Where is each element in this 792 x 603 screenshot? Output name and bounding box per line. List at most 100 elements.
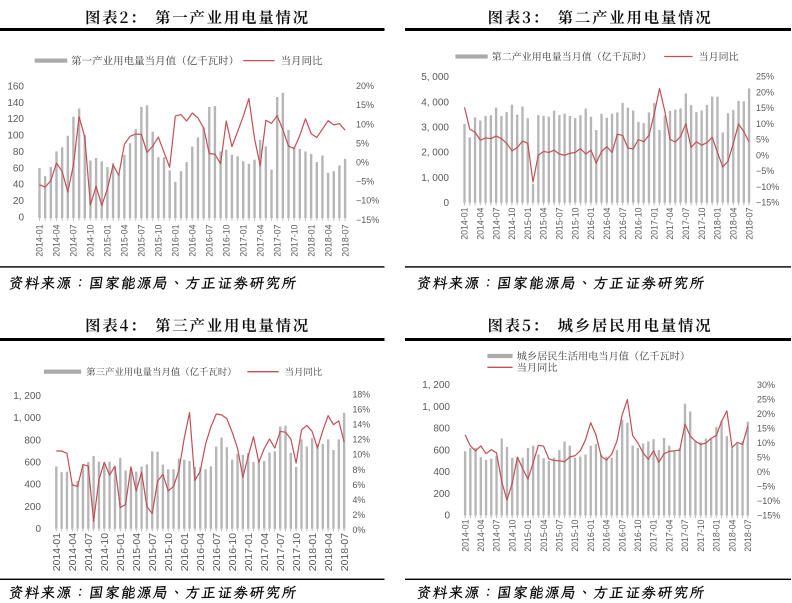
svg-text:2%: 2% (353, 510, 366, 520)
svg-text:2014-04: 2014-04 (475, 207, 485, 239)
svg-text:40: 40 (13, 180, 25, 191)
svg-text:2015-01: 2015-01 (523, 207, 533, 239)
svg-text:2017-01: 2017-01 (649, 207, 659, 239)
svg-text:−15%: −15% (756, 198, 779, 208)
svg-text:2014-10: 2014-10 (507, 519, 517, 551)
svg-text:15%: 15% (756, 103, 774, 113)
svg-text:2017-01: 2017-01 (244, 533, 255, 571)
svg-text:2015-04: 2015-04 (132, 533, 143, 571)
svg-text:1, 000: 1, 000 (13, 413, 41, 424)
svg-text:200: 200 (24, 502, 41, 513)
svg-text:16%: 16% (353, 405, 371, 415)
svg-text:3, 000: 3, 000 (421, 123, 449, 134)
svg-text:−5%: −5% (757, 481, 775, 491)
svg-text:2015-04: 2015-04 (539, 519, 549, 551)
svg-text:600: 600 (433, 445, 450, 456)
svg-text:2017-10: 2017-10 (289, 224, 299, 256)
svg-text:0%: 0% (757, 467, 770, 477)
svg-text:20%: 20% (756, 88, 774, 98)
svg-text:2017-10: 2017-10 (292, 533, 303, 571)
svg-text:−5%: −5% (356, 177, 374, 187)
svg-text:2014-04: 2014-04 (476, 519, 486, 551)
svg-text:2016-07: 2016-07 (617, 519, 627, 551)
svg-text:1, 200: 1, 200 (13, 391, 41, 402)
svg-text:2016-04: 2016-04 (187, 224, 197, 256)
svg-text:2016-10: 2016-10 (633, 519, 643, 551)
svg-text:10%: 10% (756, 119, 774, 129)
svg-text:15%: 15% (356, 100, 374, 110)
svg-text:2014-10: 2014-10 (100, 533, 111, 571)
svg-text:2, 000: 2, 000 (421, 148, 449, 159)
svg-text:200: 200 (433, 489, 450, 500)
svg-text:2018-04: 2018-04 (323, 224, 333, 256)
svg-text:20%: 20% (356, 81, 374, 91)
svg-text:2018-07: 2018-07 (340, 533, 351, 571)
svg-text:20: 20 (13, 196, 25, 207)
svg-text:2016-07: 2016-07 (204, 224, 214, 256)
svg-text:4%: 4% (353, 495, 366, 505)
svg-text:2017-10: 2017-10 (697, 207, 707, 239)
svg-text:2016-01: 2016-01 (180, 533, 191, 571)
svg-text:2017-01: 2017-01 (238, 224, 248, 256)
svg-text:2017-04: 2017-04 (664, 519, 674, 551)
svg-text:2016-01: 2016-01 (170, 224, 180, 256)
svg-text:2018-04: 2018-04 (324, 533, 335, 571)
svg-text:2014-10: 2014-10 (86, 224, 96, 256)
svg-text:25%: 25% (757, 395, 775, 405)
svg-text:2014-07: 2014-07 (84, 533, 95, 571)
svg-text:−15%: −15% (757, 510, 780, 520)
svg-text:2016-07: 2016-07 (212, 533, 223, 571)
svg-text:800: 800 (433, 424, 450, 435)
svg-text:2017-04: 2017-04 (255, 224, 265, 256)
svg-text:2017-07: 2017-07 (681, 207, 691, 239)
svg-text:2016-04: 2016-04 (602, 519, 612, 551)
svg-text:2018-07: 2018-07 (340, 224, 350, 256)
svg-text:80: 80 (13, 147, 25, 158)
svg-text:2015-10: 2015-10 (154, 224, 164, 256)
svg-text:−5%: −5% (756, 166, 774, 176)
svg-text:−10%: −10% (756, 182, 779, 192)
svg-text:2017-04: 2017-04 (260, 533, 271, 571)
svg-text:4, 000: 4, 000 (421, 97, 449, 108)
svg-text:2016-01: 2016-01 (586, 519, 596, 551)
svg-text:2014-07: 2014-07 (491, 207, 501, 239)
svg-text:25%: 25% (756, 72, 774, 82)
svg-text:18%: 18% (353, 389, 371, 399)
svg-text:5%: 5% (356, 138, 369, 148)
svg-text:800: 800 (24, 435, 41, 446)
svg-text:2015-10: 2015-10 (164, 533, 175, 571)
svg-text:2015-04: 2015-04 (539, 207, 549, 239)
svg-text:2015-07: 2015-07 (137, 224, 147, 256)
svg-text:0%: 0% (356, 158, 369, 168)
svg-text:2015-07: 2015-07 (555, 519, 565, 551)
svg-text:14%: 14% (353, 420, 371, 430)
svg-text:2018-01: 2018-01 (306, 224, 316, 256)
svg-text:120: 120 (7, 114, 24, 125)
svg-text:15%: 15% (757, 423, 775, 433)
svg-text:2014-07: 2014-07 (492, 519, 502, 551)
svg-text:2016-04: 2016-04 (196, 533, 207, 571)
svg-text:10%: 10% (356, 119, 374, 129)
svg-text:2015-01: 2015-01 (103, 224, 113, 256)
svg-text:2018-04: 2018-04 (728, 207, 738, 239)
svg-text:30%: 30% (757, 380, 775, 390)
svg-text:10%: 10% (757, 438, 775, 448)
svg-text:2016-07: 2016-07 (618, 207, 628, 239)
svg-text:0: 0 (18, 212, 24, 223)
svg-text:12%: 12% (353, 435, 371, 445)
svg-text:2015-01: 2015-01 (523, 519, 533, 551)
svg-text:−10%: −10% (356, 196, 379, 206)
svg-text:2014-01: 2014-01 (35, 224, 45, 256)
svg-text:0%: 0% (353, 525, 366, 535)
svg-text:2015-07: 2015-07 (555, 207, 565, 239)
svg-text:5%: 5% (757, 452, 770, 462)
svg-text:2017-07: 2017-07 (276, 533, 287, 571)
svg-text:5%: 5% (756, 135, 769, 145)
svg-text:2017-07: 2017-07 (272, 224, 282, 256)
svg-text:2018-01: 2018-01 (713, 207, 723, 239)
svg-text:2014-01: 2014-01 (52, 533, 63, 571)
svg-text:2017-04: 2017-04 (665, 207, 675, 239)
svg-text:−10%: −10% (757, 496, 780, 506)
svg-text:400: 400 (433, 467, 450, 478)
svg-text:2015-04: 2015-04 (120, 224, 130, 256)
